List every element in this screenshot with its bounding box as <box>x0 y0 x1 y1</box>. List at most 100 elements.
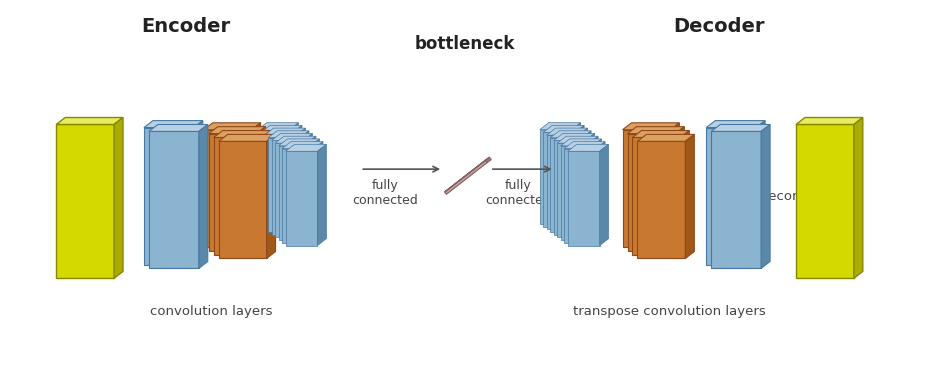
Polygon shape <box>261 125 302 132</box>
Polygon shape <box>300 131 309 232</box>
Polygon shape <box>307 136 316 237</box>
Polygon shape <box>567 151 600 246</box>
Polygon shape <box>144 128 193 264</box>
Polygon shape <box>582 131 591 232</box>
Polygon shape <box>681 131 689 255</box>
Polygon shape <box>711 125 770 131</box>
Text: original
image: original image <box>60 200 109 228</box>
Polygon shape <box>279 139 319 146</box>
Text: Decoder: Decoder <box>673 17 765 36</box>
Polygon shape <box>149 125 207 131</box>
Polygon shape <box>671 123 679 247</box>
Text: transpose convolution layers: transpose convolution layers <box>573 305 765 318</box>
Polygon shape <box>279 146 311 240</box>
Polygon shape <box>56 125 114 278</box>
Polygon shape <box>268 138 300 232</box>
Polygon shape <box>149 131 199 269</box>
Polygon shape <box>293 125 302 227</box>
Polygon shape <box>265 128 305 135</box>
Polygon shape <box>796 117 863 125</box>
Polygon shape <box>637 141 685 258</box>
Polygon shape <box>314 142 323 243</box>
Polygon shape <box>258 123 299 130</box>
Polygon shape <box>303 134 312 235</box>
Polygon shape <box>208 134 257 251</box>
Polygon shape <box>854 117 863 278</box>
Polygon shape <box>275 143 307 237</box>
Polygon shape <box>622 123 679 130</box>
Polygon shape <box>592 139 602 240</box>
Polygon shape <box>553 141 586 235</box>
Polygon shape <box>214 138 261 255</box>
Text: reconstructed
image: reconstructed image <box>764 190 857 218</box>
Polygon shape <box>565 142 605 148</box>
Polygon shape <box>547 135 578 229</box>
Polygon shape <box>289 123 299 224</box>
Polygon shape <box>632 131 689 138</box>
Polygon shape <box>637 134 695 141</box>
Polygon shape <box>675 127 684 251</box>
Polygon shape <box>445 157 489 192</box>
Polygon shape <box>261 132 293 227</box>
Polygon shape <box>261 131 271 255</box>
Polygon shape <box>561 139 602 146</box>
Polygon shape <box>551 131 591 138</box>
Polygon shape <box>572 123 580 224</box>
Polygon shape <box>272 141 303 235</box>
Polygon shape <box>561 146 592 240</box>
Polygon shape <box>632 138 681 255</box>
Polygon shape <box>756 120 765 264</box>
Polygon shape <box>547 128 588 135</box>
Polygon shape <box>706 128 756 264</box>
Polygon shape <box>586 134 594 235</box>
Polygon shape <box>622 130 671 247</box>
Polygon shape <box>557 136 598 143</box>
Polygon shape <box>589 136 598 237</box>
Polygon shape <box>706 120 765 128</box>
Polygon shape <box>796 125 854 278</box>
Polygon shape <box>144 120 203 128</box>
Polygon shape <box>761 125 770 269</box>
Polygon shape <box>114 117 123 278</box>
Polygon shape <box>578 128 588 229</box>
Polygon shape <box>56 117 123 125</box>
Polygon shape <box>267 134 275 258</box>
Polygon shape <box>275 136 316 143</box>
Polygon shape <box>557 143 589 237</box>
Polygon shape <box>628 127 684 134</box>
Polygon shape <box>445 160 487 194</box>
Polygon shape <box>204 123 260 130</box>
Polygon shape <box>553 134 594 141</box>
Polygon shape <box>282 148 314 243</box>
Polygon shape <box>208 127 266 134</box>
Polygon shape <box>317 144 326 246</box>
Text: convolution layers: convolution layers <box>150 305 272 318</box>
Polygon shape <box>311 139 319 240</box>
Polygon shape <box>199 125 207 269</box>
Polygon shape <box>539 130 572 224</box>
Polygon shape <box>685 134 695 258</box>
Text: Encoder: Encoder <box>141 17 231 36</box>
Polygon shape <box>219 141 267 258</box>
Polygon shape <box>485 157 491 163</box>
Polygon shape <box>282 142 323 148</box>
Polygon shape <box>539 123 580 130</box>
Polygon shape <box>219 134 275 141</box>
Polygon shape <box>252 123 260 247</box>
Polygon shape <box>257 127 266 251</box>
Polygon shape <box>567 144 608 151</box>
Polygon shape <box>265 135 297 229</box>
Polygon shape <box>543 125 584 132</box>
Polygon shape <box>711 131 761 269</box>
Polygon shape <box>214 131 271 138</box>
Polygon shape <box>258 130 289 224</box>
Polygon shape <box>204 130 252 247</box>
Polygon shape <box>596 142 605 243</box>
Polygon shape <box>551 138 582 232</box>
Polygon shape <box>575 125 584 227</box>
Polygon shape <box>297 128 305 229</box>
Polygon shape <box>628 134 675 251</box>
Text: fully
connected: fully connected <box>352 179 418 207</box>
Text: fully
connected: fully connected <box>485 179 551 207</box>
Polygon shape <box>193 120 203 264</box>
